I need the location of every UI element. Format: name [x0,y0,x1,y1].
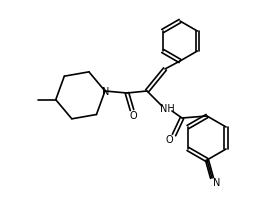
Text: N: N [213,178,221,188]
Text: N: N [102,87,110,97]
Text: O: O [165,135,173,145]
Text: O: O [129,111,137,121]
Text: NH: NH [160,104,174,114]
